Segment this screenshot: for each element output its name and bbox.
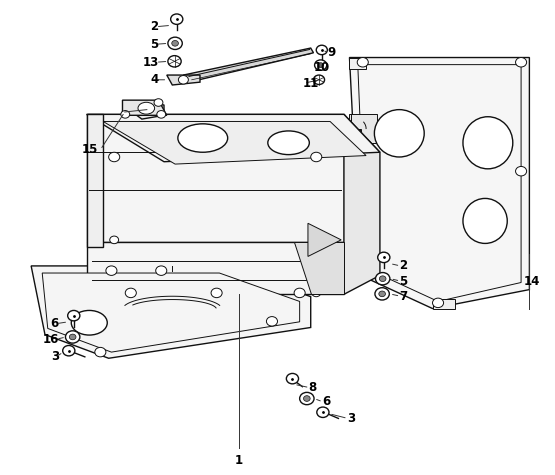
Circle shape [110, 236, 119, 244]
Polygon shape [167, 75, 200, 85]
Circle shape [516, 166, 527, 176]
Circle shape [125, 288, 137, 298]
Polygon shape [432, 299, 455, 309]
Text: 6: 6 [322, 395, 330, 408]
Ellipse shape [463, 117, 513, 169]
Circle shape [376, 273, 390, 285]
Circle shape [178, 76, 188, 84]
Text: 6: 6 [51, 317, 59, 330]
Text: 2: 2 [150, 20, 159, 33]
Polygon shape [87, 114, 380, 162]
Circle shape [311, 152, 322, 162]
Ellipse shape [268, 131, 309, 155]
Circle shape [157, 111, 166, 118]
Text: 4: 4 [150, 73, 159, 86]
Circle shape [65, 331, 80, 343]
Circle shape [168, 37, 182, 49]
Text: 5: 5 [150, 38, 159, 51]
Circle shape [156, 266, 167, 275]
Text: 3: 3 [347, 412, 355, 425]
Circle shape [375, 288, 389, 300]
Text: 9: 9 [327, 46, 336, 59]
Text: 8: 8 [308, 381, 316, 394]
Text: 5: 5 [399, 275, 407, 287]
Polygon shape [31, 266, 311, 358]
Text: 15: 15 [81, 143, 98, 156]
Circle shape [432, 298, 443, 308]
Circle shape [63, 345, 75, 356]
Circle shape [109, 152, 120, 162]
Polygon shape [42, 273, 300, 352]
Text: 2: 2 [399, 259, 407, 273]
Circle shape [315, 60, 327, 70]
Circle shape [168, 56, 181, 67]
Circle shape [300, 392, 314, 405]
Circle shape [95, 347, 106, 357]
Circle shape [304, 396, 310, 401]
Text: 11: 11 [302, 76, 319, 90]
Circle shape [286, 373, 299, 384]
Circle shape [316, 45, 327, 55]
Circle shape [154, 99, 163, 106]
Circle shape [314, 75, 325, 85]
Ellipse shape [138, 102, 155, 114]
Text: 13: 13 [142, 56, 159, 69]
Polygon shape [344, 114, 380, 294]
Circle shape [312, 289, 321, 297]
Ellipse shape [71, 311, 107, 335]
Circle shape [317, 407, 329, 418]
Text: 3: 3 [51, 351, 59, 363]
Polygon shape [103, 122, 366, 164]
Circle shape [318, 63, 324, 67]
Text: 16: 16 [42, 333, 59, 346]
Circle shape [211, 288, 222, 298]
Text: 7: 7 [399, 290, 407, 303]
Circle shape [516, 57, 527, 67]
Text: 14: 14 [524, 275, 541, 287]
Polygon shape [350, 57, 529, 309]
Circle shape [170, 14, 183, 24]
Polygon shape [358, 65, 521, 302]
Circle shape [171, 40, 178, 46]
Circle shape [69, 334, 76, 340]
Ellipse shape [178, 124, 228, 152]
Polygon shape [87, 114, 344, 242]
Polygon shape [350, 57, 366, 69]
Circle shape [378, 252, 390, 263]
Circle shape [379, 291, 386, 297]
Text: 10: 10 [314, 61, 330, 75]
Circle shape [357, 57, 369, 67]
Circle shape [312, 236, 321, 244]
Polygon shape [350, 114, 377, 143]
Circle shape [266, 317, 278, 326]
Polygon shape [123, 105, 164, 119]
Polygon shape [87, 114, 103, 247]
Polygon shape [350, 176, 369, 195]
Polygon shape [308, 223, 341, 256]
Polygon shape [183, 48, 314, 82]
Polygon shape [294, 242, 344, 294]
Circle shape [121, 111, 130, 118]
Circle shape [68, 311, 80, 321]
Circle shape [294, 288, 305, 298]
Circle shape [380, 276, 386, 282]
Ellipse shape [375, 110, 424, 157]
Circle shape [106, 266, 117, 275]
Polygon shape [123, 100, 167, 115]
Polygon shape [87, 242, 344, 294]
Text: 1: 1 [235, 454, 243, 466]
Ellipse shape [463, 199, 507, 243]
